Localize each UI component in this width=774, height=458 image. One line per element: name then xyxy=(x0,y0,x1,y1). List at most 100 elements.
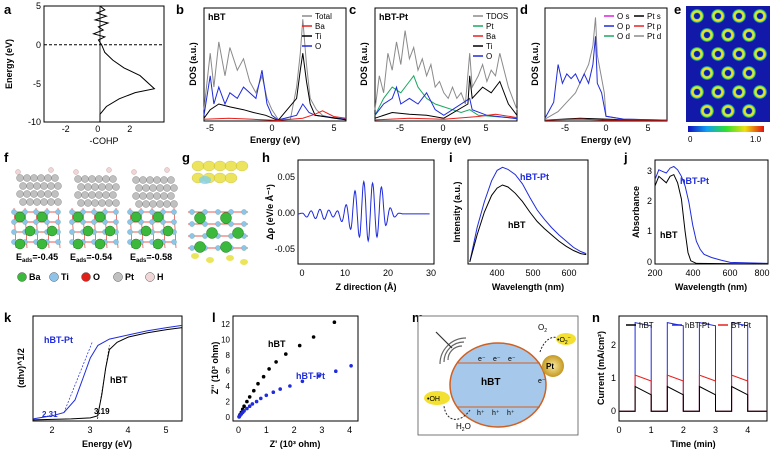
pt-atom xyxy=(84,183,92,191)
l-ytick: 4 xyxy=(226,382,231,391)
legend-atom-label: H xyxy=(157,272,164,282)
density-core xyxy=(704,70,710,76)
pt-atom xyxy=(88,191,96,199)
panel-j: hBT-Pt hBT 3 2 1 0 200 400 600 800 Wavel… xyxy=(631,159,770,292)
tauc-fit-hbt xyxy=(97,345,110,419)
n-ylabel: Current (mA/cm²) xyxy=(596,331,606,405)
pt-atom xyxy=(26,182,34,190)
legend-atom-label: O xyxy=(93,272,100,282)
ba-atom xyxy=(194,241,206,253)
pt-atom xyxy=(149,200,157,208)
scatter-point-hbt xyxy=(311,335,316,339)
scatter-point-hbt-pt xyxy=(245,406,249,411)
pt-atom xyxy=(163,200,171,208)
h-atom xyxy=(15,169,21,175)
panel-letter-d: d xyxy=(520,2,528,17)
ti-atom xyxy=(11,229,17,235)
j-xtick: 200 xyxy=(647,268,662,278)
pt-atom xyxy=(139,176,147,184)
charge-lobe xyxy=(235,160,249,172)
pt-atom xyxy=(40,182,48,190)
scatter-point-hbt-pt xyxy=(349,364,353,368)
density-core xyxy=(694,89,700,95)
o2-label: O2 xyxy=(538,323,547,334)
panel-letter-a: a xyxy=(4,2,12,17)
pt-atom xyxy=(167,176,175,184)
ti-atom xyxy=(215,221,221,227)
pt-atom xyxy=(139,192,147,200)
panel-letter-k: k xyxy=(4,310,12,325)
ti-atom xyxy=(189,221,195,227)
pt-atom xyxy=(112,183,120,191)
ba-atom xyxy=(152,211,164,223)
charge-lobe xyxy=(240,259,248,265)
pt-atom xyxy=(81,191,89,199)
ti-atom xyxy=(215,209,221,215)
pt-atom xyxy=(146,192,154,200)
l-xtick: 3 xyxy=(319,425,324,435)
density-core xyxy=(746,70,752,76)
legend-label: hBT-Pt xyxy=(685,321,710,330)
superoxide-bubble xyxy=(556,333,576,345)
j-label-hbt: hBT xyxy=(660,230,678,240)
l-label-hbt: hBT xyxy=(268,339,286,349)
ba-atom xyxy=(130,211,142,223)
h-atom xyxy=(48,167,54,173)
pt-atom xyxy=(51,190,59,198)
f-energy-1: Eads=-0.45 xyxy=(16,252,58,264)
pt-atom xyxy=(132,176,140,184)
pt-atom xyxy=(84,199,92,207)
pt-atom xyxy=(98,183,106,191)
pt-atom xyxy=(170,184,178,192)
legend-label: BT-Pt xyxy=(731,321,752,330)
pt-atom xyxy=(47,182,55,190)
ba-atom xyxy=(232,227,244,239)
charge-lobe xyxy=(191,160,205,172)
ba-atom xyxy=(14,211,26,223)
panel-letter-g: g xyxy=(182,150,190,165)
pt-atom xyxy=(153,176,161,184)
pt-atom xyxy=(54,198,62,206)
ti-atom xyxy=(69,219,75,225)
legend-label: Ti xyxy=(315,32,322,41)
charge-lobe xyxy=(213,172,227,184)
panel-e: 0 1.0 xyxy=(686,6,770,144)
charge-density-map xyxy=(686,6,770,122)
density-core xyxy=(715,13,721,19)
electron-2: e⁻ xyxy=(493,356,501,363)
ti-atom xyxy=(11,219,17,225)
panel-h: 0.05 0.00 -0.05 0 10 20 30 Z direction (… xyxy=(265,159,436,292)
series-line-o xyxy=(203,70,347,121)
series-line-hbt-pt xyxy=(32,324,183,420)
series-line-hbt xyxy=(469,184,587,263)
density-core xyxy=(715,51,721,57)
scatter-point-hbt-pt xyxy=(259,396,263,401)
colorbar-min: 0 xyxy=(688,135,693,144)
legend-label: Ba xyxy=(486,32,496,41)
b-xtick: -5 xyxy=(206,123,214,133)
pt-atom xyxy=(44,190,52,198)
c-xtick: -5 xyxy=(396,123,404,133)
legend-label: Ba xyxy=(315,22,325,31)
k-xlabel: Energy (eV) xyxy=(82,439,132,449)
ti-atom xyxy=(149,219,155,225)
density-core xyxy=(757,89,763,95)
h-atom xyxy=(164,167,170,173)
pt-atom xyxy=(142,184,150,192)
density-core xyxy=(736,89,742,95)
series-line-hbt xyxy=(619,385,767,412)
d-xtick: 0 xyxy=(603,123,608,133)
ba-atom xyxy=(24,225,36,237)
h-xtick: 20 xyxy=(383,268,393,278)
cohp-curve xyxy=(92,5,156,122)
pt-atom xyxy=(105,199,113,207)
pt-label: Pt xyxy=(546,362,554,371)
series-line-tdos xyxy=(374,30,518,110)
j-ytick: 3 xyxy=(647,166,652,176)
scatter-point-hbt xyxy=(242,404,246,409)
ti-atom xyxy=(91,209,97,215)
h-xlabel: Z direction (Å) xyxy=(336,282,397,292)
k-bandgap-hbt: 3.19 xyxy=(94,407,110,416)
pt-atom xyxy=(37,190,45,198)
scatter-point-hbt xyxy=(274,360,278,364)
